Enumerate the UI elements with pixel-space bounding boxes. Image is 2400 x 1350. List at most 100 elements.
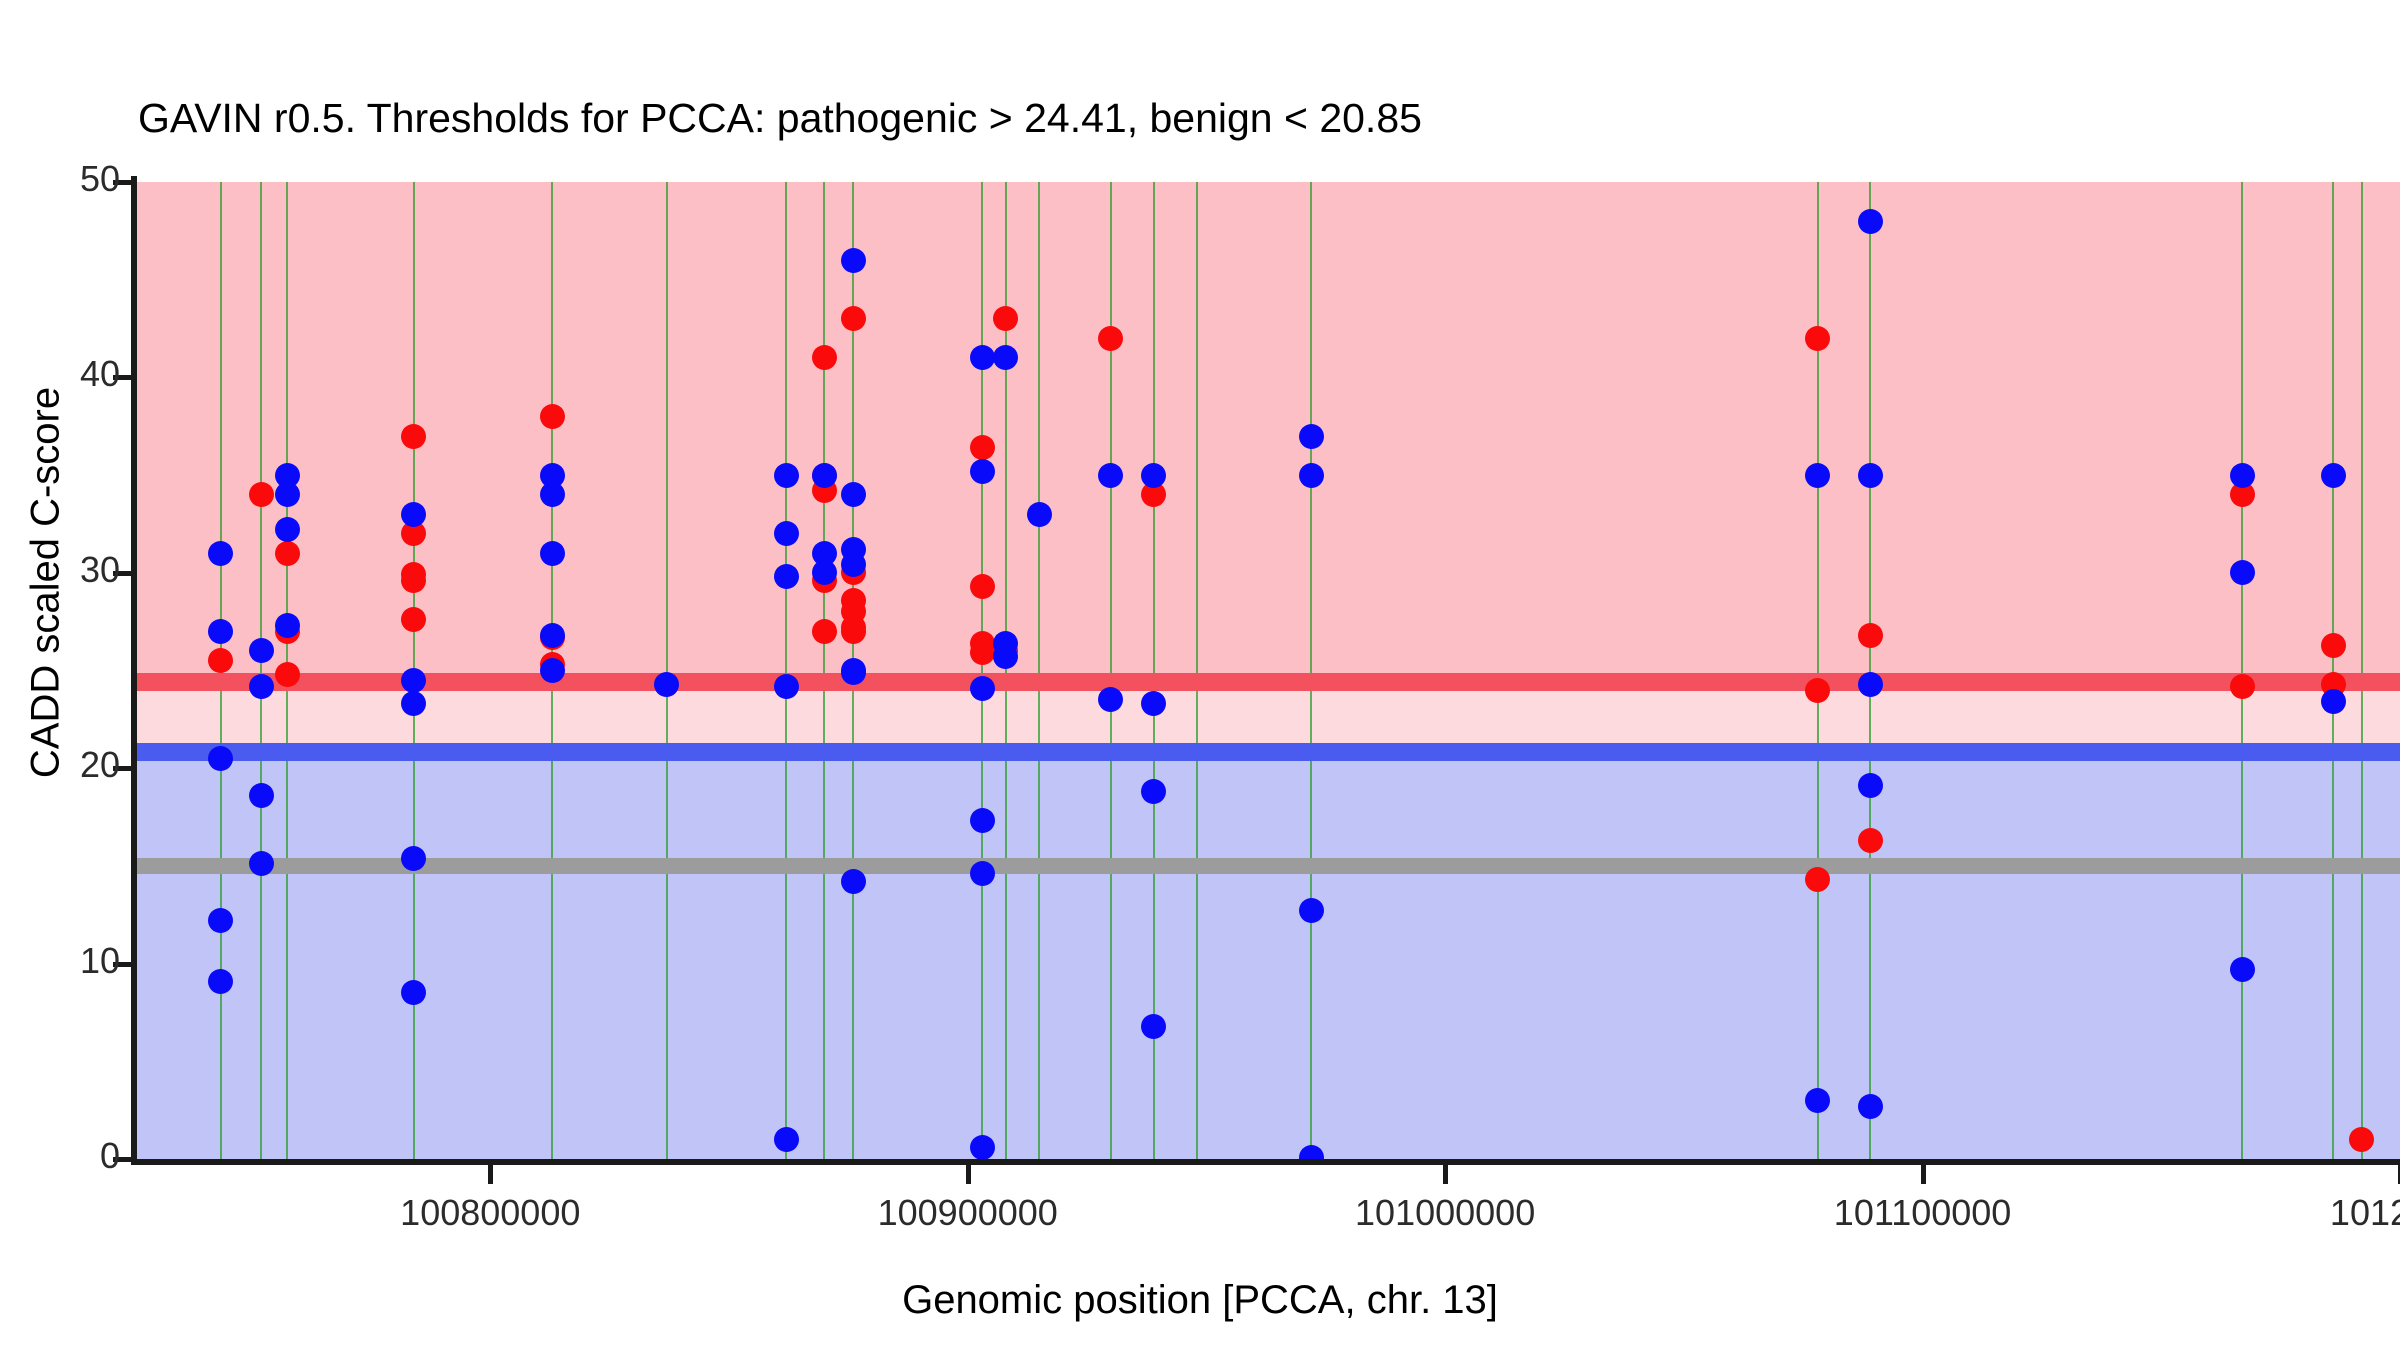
gnomad-variant-point [208,968,234,994]
exon-line [2360,182,2363,1159]
gnomad-variant-point [654,671,680,697]
y-axis-tick [113,1157,133,1162]
x-axis-tick-label: 101100000 [1833,1192,2012,1233]
gnomad-variant-point [2320,689,2346,715]
clinvar-variant-point [1857,622,1883,648]
x-axis-tick-label: 100800000 [400,1192,581,1233]
exon-line [1038,182,1041,1159]
clinvar-variant-point [274,661,300,687]
gnomad-variant-point [1298,898,1324,924]
clinvar-variant-point [969,435,995,461]
y-axis-tick [113,766,133,772]
gnomad-variant-point [401,691,427,717]
gnomad-variant-point [840,247,866,273]
y-axis-line [131,176,137,1165]
x-axis-tick-label: 1012000 [2329,1192,2400,1233]
y-axis-tick [113,961,133,967]
clinvar-variant-point [1098,325,1124,351]
x-axis-tick-label: 101000000 [1355,1192,1536,1233]
gnomad-variant-point [811,560,837,586]
gnomad-variant-point [1857,773,1883,799]
gnomad-variant-point [248,851,274,877]
clinvar-variant-point [1857,827,1883,853]
clinvar-variant-point [969,640,995,666]
exon-line [823,182,826,1159]
gnomad-variant-point [2320,462,2346,488]
benign-zone [137,751,2400,1159]
gnomad-variant-point [401,501,427,527]
clinvar-variant-point [811,618,837,644]
clinvar-variant-point [1805,677,1831,703]
gnomad-variant-point [969,458,995,484]
exon-line [1004,182,1007,1159]
clinvar-variant-point [2320,632,2346,658]
gnomad-variant-point [2229,956,2255,982]
clinvar-variant-point [840,615,866,640]
clinvar-variant-point [1805,867,1831,893]
gnomad-variant-point [1805,462,1831,488]
clinvar-variant-point [208,648,234,674]
clinvar-variant-point [274,540,300,566]
exon-line [2241,182,2244,1159]
clinvar-variant-point [840,306,866,332]
x-axis-tick [2398,1164,2400,1184]
title-line-1: GAVIN r0.5. Thresholds for PCCA: pathoge… [138,95,1422,141]
y-axis-tick-label: 30 [79,548,120,590]
gnomad-variant-point [1141,462,1167,488]
exon-line [2332,182,2335,1159]
gnomad-variant-point [2229,560,2255,586]
gnomad-variant-point [208,618,234,644]
gnomad-variant-point [969,345,995,371]
y-axis-tick-label: 20 [79,744,120,786]
clinvar-variant-point [993,306,1019,332]
clinvar-variant-point [401,423,427,449]
y-axis-tick [113,375,133,381]
exon-line [1816,182,1819,1159]
gnomad-variant-point [248,638,274,664]
gnomad-variant-point [969,808,995,834]
gnomad-variant-point [539,540,565,566]
clinvar-variant-point [401,607,427,633]
clinvar-variant-point [2349,1126,2375,1152]
gnomad-variant-point [840,552,866,578]
gnomad-variant-point [274,482,300,508]
gnomad-variant-point [539,482,565,508]
clinvar-variant-point [401,568,427,594]
gnomad-variant-point [1857,208,1883,234]
gnomad-variant-point [993,644,1019,670]
gnomad-variant-point [840,482,866,508]
gnomad-variant-point [1098,462,1124,488]
gnomad-variant-point [840,869,866,895]
benign-threshold-line [137,742,2400,761]
gnomad-variant-point [401,845,427,871]
gnomad-variant-point [969,675,995,701]
x-axis-line [131,1159,2400,1165]
x-axis-label: Genomic position [PCCA, chr. 13] [902,1278,1498,1322]
gnomad-variant-point [773,462,799,488]
y-axis-tick-label: 10 [79,939,120,981]
exon-line [260,182,263,1159]
exon-line [1869,182,1872,1159]
clinvar-variant-point [2229,673,2255,699]
clinvar-variant-point [811,345,837,371]
x-axis-tick [1443,1164,1449,1184]
gnomad-variant-point [1857,671,1883,697]
gnomad-variant-point [1857,462,1883,488]
exon-line [785,182,788,1159]
gnomad-variant-point [274,613,300,639]
y-axis-tick-label: 40 [79,353,120,395]
gnomad-variant-point [811,462,837,488]
clinvar-variant-point [1805,325,1831,351]
x-axis-tick-label: 100900000 [877,1192,1058,1233]
gnomad-variant-point [1026,501,1052,527]
exon-line [1195,182,1198,1159]
exon-line [1109,182,1112,1159]
gnomad-variant-point [208,908,234,934]
gnomad-variant-point [1098,687,1124,713]
y-axis-tick-label: 50 [79,158,120,199]
x-axis-tick [1920,1164,1926,1184]
exon-line [665,182,668,1159]
exon-line [1152,182,1155,1159]
gnomad-variant-point [2229,462,2255,488]
